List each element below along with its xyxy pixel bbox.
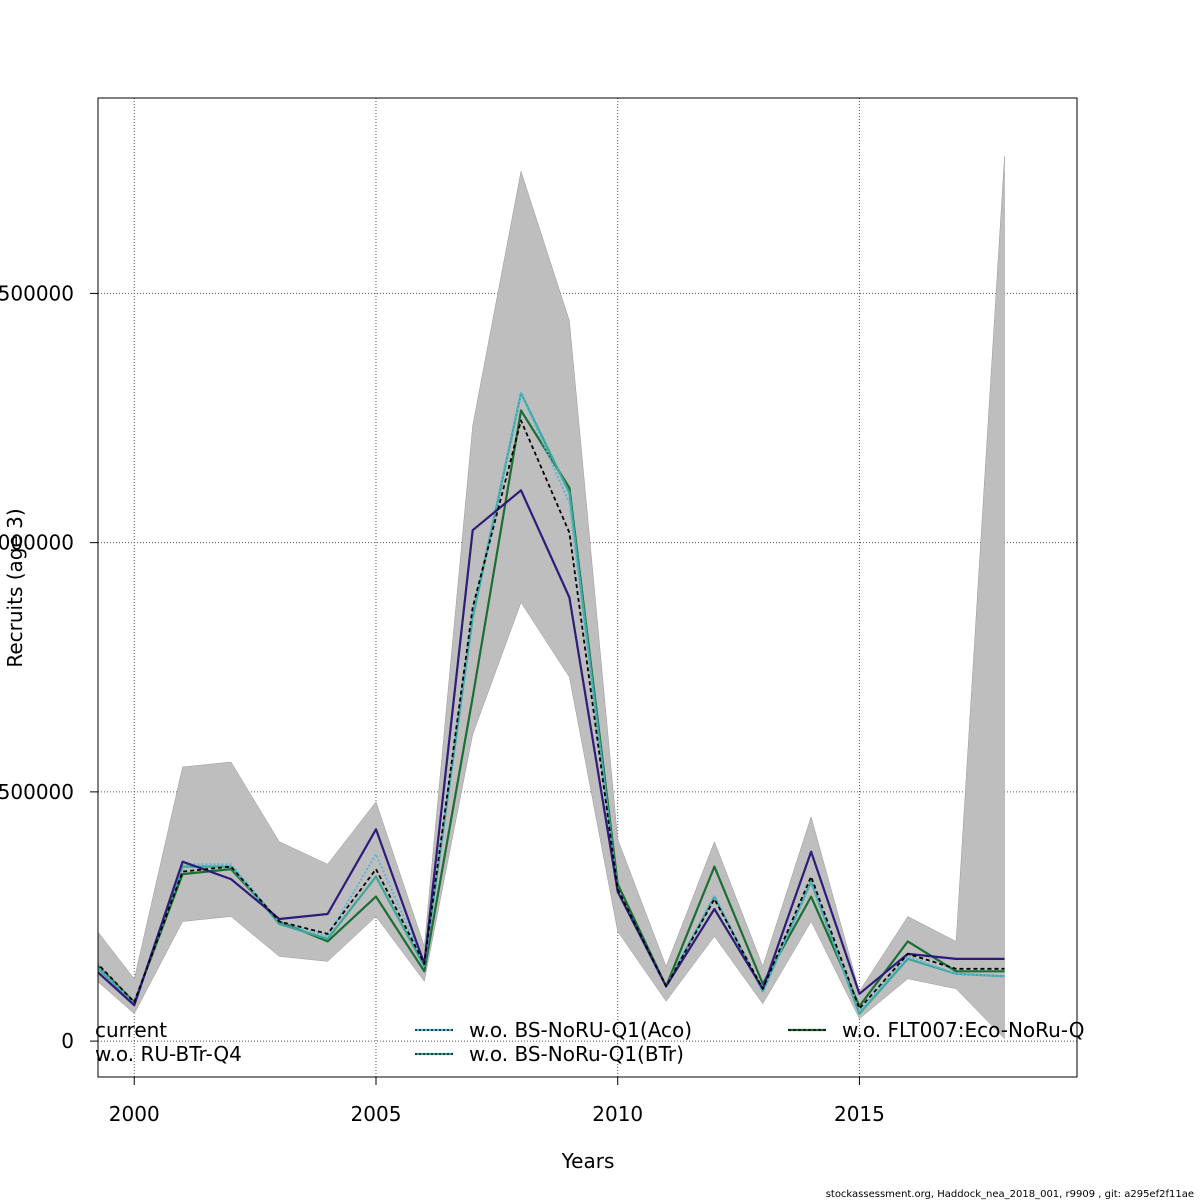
x-tick-label: 2005 [351, 1102, 402, 1126]
y-axis: 0 500000 1000000 1500000 [0, 281, 98, 1053]
plot-frame [97, 97, 1078, 1078]
legend-label-2: w.o. BS-NoRU-Q1(Aco) [469, 1018, 692, 1042]
footer-credit: stockassessment.org, Haddock_nea_2018_00… [826, 1189, 1194, 1200]
y-axis-title: Recruits (age 3) [3, 508, 27, 667]
series-line-2 [98, 392, 1005, 1013]
confidence-band-layer [98, 156, 1005, 1040]
x-axis: 2000 2005 2010 2015 [109, 1077, 885, 1126]
legend-label-1: w.o. RU-BTr-Q4 [95, 1042, 242, 1066]
y-tick-label: 1500000 [0, 281, 74, 305]
series-line-0 [98, 419, 1005, 1010]
x-axis-title: Years [561, 1149, 615, 1173]
series-layer [98, 392, 1005, 1015]
y-tick-label: 1000000 [0, 531, 74, 555]
confidence-band [98, 156, 1005, 1040]
legend-label-3: w.o. BS-NoRu-Q1(BTr) [469, 1042, 684, 1066]
y-tick-label: 0 [61, 1029, 74, 1053]
x-tick-label: 2015 [834, 1102, 885, 1126]
y-tick-label: 500000 [0, 780, 74, 804]
legend-label-0: current [95, 1018, 167, 1042]
legend-label-4: w.o. FLT007:Eco-NoRu-Q [842, 1018, 1085, 1042]
series-line-1 [98, 489, 1005, 1007]
x-tick-label: 2000 [109, 1102, 160, 1126]
x-tick-label: 2010 [592, 1102, 643, 1126]
